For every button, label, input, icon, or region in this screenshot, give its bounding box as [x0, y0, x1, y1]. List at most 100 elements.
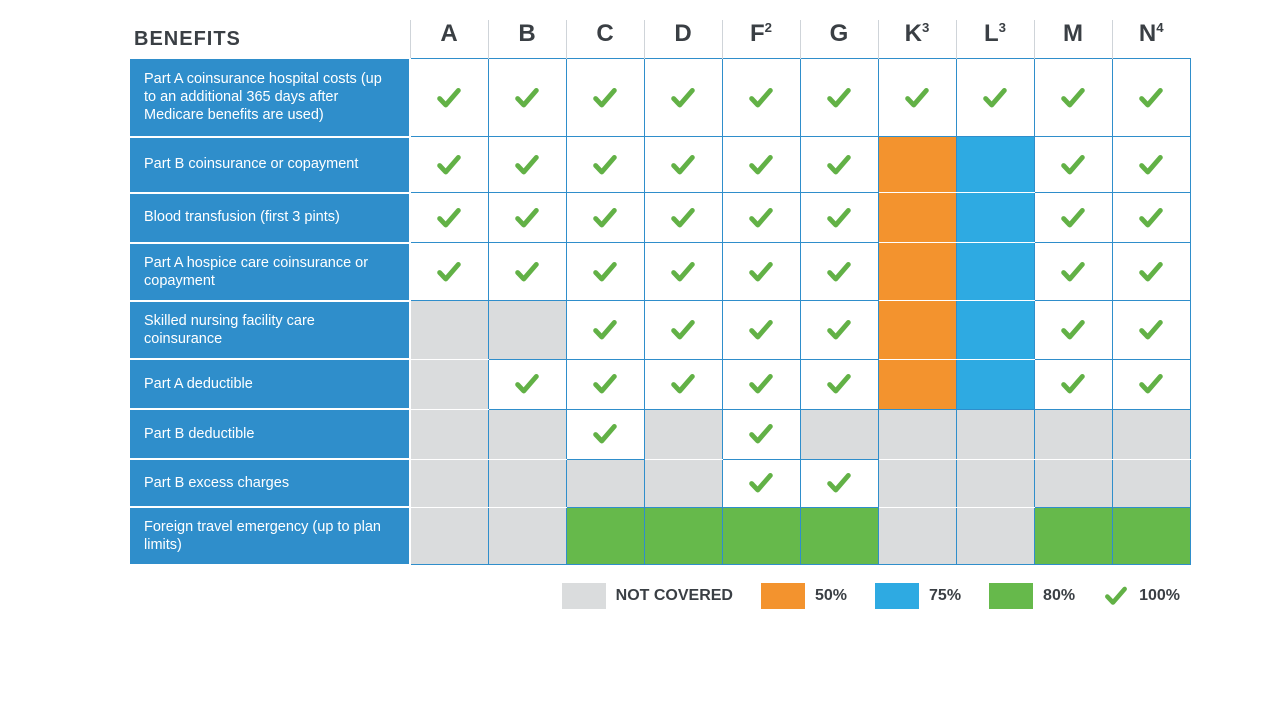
check-icon: [957, 84, 1034, 112]
legend-item: 50%: [761, 583, 847, 609]
table-cell: [722, 507, 800, 564]
table-cell: [956, 459, 1034, 507]
table-cell: [566, 459, 644, 507]
row-label: Part A coinsurance hospital costs (up to…: [130, 59, 410, 137]
check-icon: [1035, 370, 1112, 398]
table-cell: [878, 59, 956, 137]
table-cell: [722, 301, 800, 359]
legend-item: NOT COVERED: [562, 583, 733, 609]
check-icon: [801, 84, 878, 112]
table-cell: [488, 409, 566, 459]
check-icon: [411, 151, 488, 179]
plan-header: M: [1034, 20, 1112, 59]
check-icon: [489, 151, 566, 179]
table-cell: [1034, 301, 1112, 359]
table-cell: [488, 301, 566, 359]
table-cell: [1112, 359, 1190, 409]
legend-swatch: [761, 583, 805, 609]
table-cell: [1112, 59, 1190, 137]
check-icon: [567, 84, 644, 112]
table-cell: [800, 301, 878, 359]
check-icon: [489, 204, 566, 232]
table-row: Skilled nursing facility care coinsuranc…: [130, 301, 1190, 359]
check-icon: [723, 204, 800, 232]
table-cell: [800, 243, 878, 301]
legend-label: NOT COVERED: [616, 587, 733, 605]
legend-label: 100%: [1139, 587, 1180, 605]
table-cell: [956, 137, 1034, 193]
table-cell: [800, 359, 878, 409]
table-cell: [488, 243, 566, 301]
check-icon: [1113, 204, 1190, 232]
table-cell: [956, 193, 1034, 243]
table-cell: [722, 243, 800, 301]
legend-swatch: [875, 583, 919, 609]
check-icon: [801, 370, 878, 398]
check-icon: [1113, 151, 1190, 179]
table-cell: [722, 409, 800, 459]
table-cell: [410, 193, 488, 243]
check-icon: [567, 204, 644, 232]
check-icon: [567, 316, 644, 344]
legend-item: 80%: [989, 583, 1075, 609]
plan-header: F2: [722, 20, 800, 59]
table-cell: [956, 507, 1034, 564]
table-cell: [1112, 409, 1190, 459]
table-cell: [488, 59, 566, 137]
table-cell: [1112, 507, 1190, 564]
legend-swatch: [562, 583, 606, 609]
check-icon: [723, 151, 800, 179]
check-icon: [723, 420, 800, 448]
check-icon: [1035, 204, 1112, 232]
table-cell: [1034, 59, 1112, 137]
row-label: Part B excess charges: [130, 459, 410, 507]
table-cell: [644, 301, 722, 359]
check-icon: [723, 316, 800, 344]
check-icon: [489, 258, 566, 286]
check-icon: [645, 151, 722, 179]
check-icon: [567, 258, 644, 286]
check-icon: [801, 151, 878, 179]
check-icon: [567, 151, 644, 179]
plan-header: K3: [878, 20, 956, 59]
table-cell: [644, 507, 722, 564]
table-cell: [644, 137, 722, 193]
table-cell: [1034, 137, 1112, 193]
table-cell: [644, 243, 722, 301]
plan-header: N4: [1112, 20, 1190, 59]
table-cell: [722, 359, 800, 409]
plan-header: A: [410, 20, 488, 59]
table-cell: [644, 359, 722, 409]
table-cell: [566, 193, 644, 243]
table-cell: [488, 359, 566, 409]
table-cell: [956, 59, 1034, 137]
table-cell: [878, 301, 956, 359]
table-cell: [722, 137, 800, 193]
table-cell: [800, 137, 878, 193]
table-cell: [878, 243, 956, 301]
check-icon: [1103, 583, 1129, 609]
check-icon: [645, 84, 722, 112]
table-cell: [800, 507, 878, 564]
table-cell: [1112, 193, 1190, 243]
check-icon: [411, 258, 488, 286]
table-cell: [800, 193, 878, 243]
table-cell: [722, 459, 800, 507]
check-icon: [645, 316, 722, 344]
legend-item: 100%: [1103, 583, 1180, 609]
check-icon: [879, 84, 956, 112]
check-icon: [411, 84, 488, 112]
table-cell: [956, 243, 1034, 301]
table-cell: [410, 59, 488, 137]
table-cell: [1034, 243, 1112, 301]
legend-label: 50%: [815, 587, 847, 605]
table-row: Part B deductible: [130, 409, 1190, 459]
table-cell: [566, 243, 644, 301]
check-icon: [801, 316, 878, 344]
table-cell: [878, 459, 956, 507]
row-label: Part B deductible: [130, 409, 410, 459]
legend: NOT COVERED50%75%80%100%: [0, 565, 1280, 609]
table-row: Part A deductible: [130, 359, 1190, 409]
check-icon: [801, 258, 878, 286]
table-cell: [1034, 359, 1112, 409]
